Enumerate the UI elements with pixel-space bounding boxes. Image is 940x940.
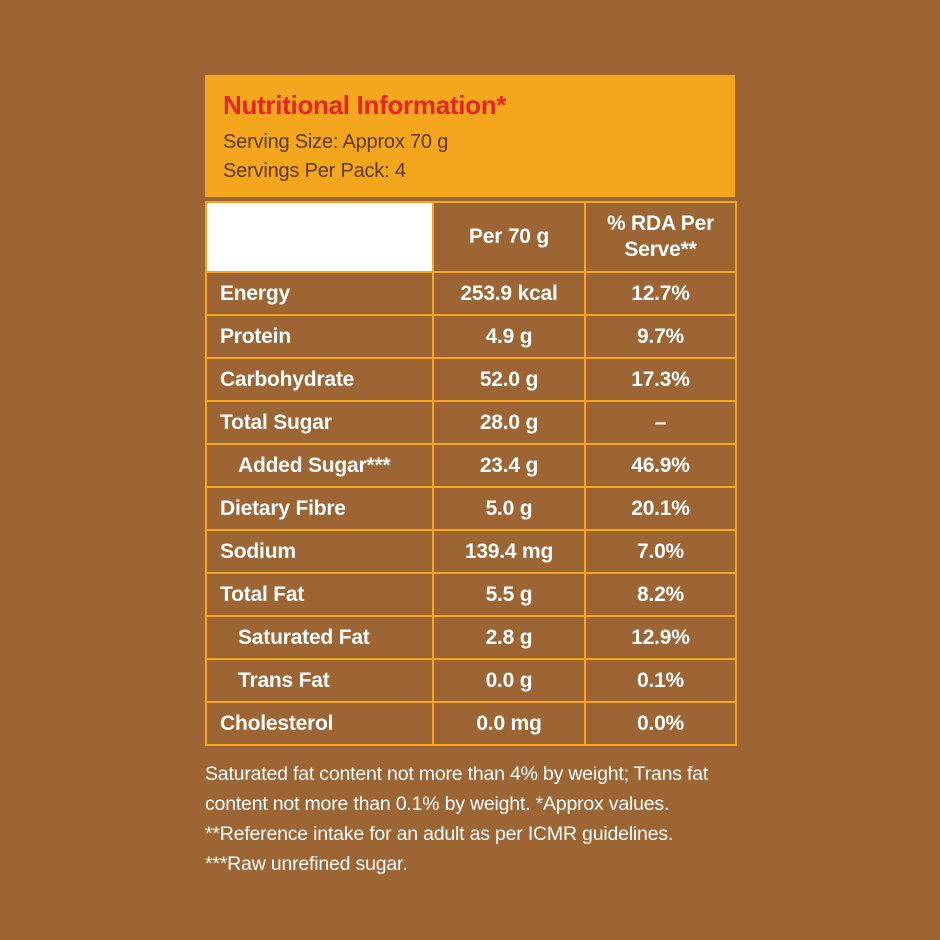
table-row: Added Sugar*** 23.4 g 46.9% bbox=[205, 443, 737, 488]
nutrient-value: 23.4 g bbox=[432, 443, 586, 488]
nutrient-name: Total Sugar bbox=[205, 400, 434, 445]
header-empty-cell bbox=[205, 201, 434, 273]
table-row: Dietary Fibre 5.0 g 20.1% bbox=[205, 486, 737, 531]
nutrient-value: 52.0 g bbox=[432, 357, 586, 402]
nutrient-value: 253.9 kcal bbox=[432, 271, 586, 316]
nutrient-value: 2.8 g bbox=[432, 615, 586, 660]
header-per-serving: Per 70 g bbox=[432, 201, 586, 273]
label-title: Nutritional Information* bbox=[223, 90, 507, 120]
nutrient-rda-percent: 8.2% bbox=[584, 572, 737, 617]
nutrient-rda-percent: 20.1% bbox=[584, 486, 737, 531]
nutrient-name: Cholesterol bbox=[205, 701, 434, 746]
nutrient-value: 4.9 g bbox=[432, 314, 586, 359]
footnote-text: Saturated fat content not more than 4% b… bbox=[205, 763, 709, 875]
table-row: Cholesterol 0.0 mg 0.0% bbox=[205, 701, 737, 746]
table-row: Trans Fat 0.0 g 0.1% bbox=[205, 658, 737, 703]
nutrient-name: Added Sugar*** bbox=[205, 443, 434, 488]
header-rda-per-serve: % RDA Per Serve** bbox=[584, 201, 737, 273]
nutrient-rda-percent: 9.7% bbox=[584, 314, 737, 359]
nutrient-rda-percent: 12.9% bbox=[584, 615, 737, 660]
nutrition-label: Nutritional Information* Serving Size: A… bbox=[205, 75, 737, 879]
table-row: Energy 253.9 kcal 12.7% bbox=[205, 271, 737, 316]
label-header: Nutritional Information* Serving Size: A… bbox=[205, 75, 735, 197]
nutrient-rda-percent: 0.1% bbox=[584, 658, 737, 703]
table-row: Total Fat 5.5 g 8.2% bbox=[205, 572, 737, 617]
nutrient-name: Energy bbox=[205, 271, 434, 316]
nutrient-value: 5.0 g bbox=[432, 486, 586, 531]
nutrient-rda-percent: 17.3% bbox=[584, 357, 737, 402]
servings-per-pack-text: Servings Per Pack: 4 bbox=[223, 160, 406, 182]
nutrient-name: Carbohydrate bbox=[205, 357, 434, 402]
table-row: Total Sugar 28.0 g – bbox=[205, 400, 737, 445]
nutrient-value: 28.0 g bbox=[432, 400, 586, 445]
serving-size-text: Serving Size: Approx 70 g bbox=[223, 131, 449, 153]
nutrient-name: Trans Fat bbox=[205, 658, 434, 703]
table-header-row: Per 70 g % RDA Per Serve** bbox=[205, 201, 737, 273]
nutrient-rda-percent: 7.0% bbox=[584, 529, 737, 574]
nutrient-value: 0.0 g bbox=[432, 658, 586, 703]
table-row: Carbohydrate 52.0 g 17.3% bbox=[205, 357, 737, 402]
nutrient-rda-percent: – bbox=[584, 400, 737, 445]
nutrient-rda-percent: 0.0% bbox=[584, 701, 737, 746]
table-row: Sodium 139.4 mg 7.0% bbox=[205, 529, 737, 574]
nutrient-value: 5.5 g bbox=[432, 572, 586, 617]
nutrient-name: Sodium bbox=[205, 529, 434, 574]
nutrient-name: Saturated Fat bbox=[205, 615, 434, 660]
nutrient-rda-percent: 12.7% bbox=[584, 271, 737, 316]
nutrient-value: 139.4 mg bbox=[432, 529, 586, 574]
nutrient-rda-percent: 46.9% bbox=[584, 443, 737, 488]
table-row: Saturated Fat 2.8 g 12.9% bbox=[205, 615, 737, 660]
nutrient-name: Protein bbox=[205, 314, 434, 359]
nutrient-name: Total Fat bbox=[205, 572, 434, 617]
nutrition-table: Per 70 g % RDA Per Serve** Energy 253.9 k… bbox=[205, 201, 737, 746]
nutrient-value: 0.0 mg bbox=[432, 701, 586, 746]
nutrient-name: Dietary Fibre bbox=[205, 486, 434, 531]
table-row: Protein 4.9 g 9.7% bbox=[205, 314, 737, 359]
